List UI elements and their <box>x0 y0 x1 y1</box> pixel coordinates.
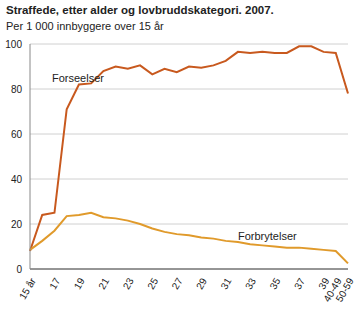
html-text:Straffede, etter alder og lovb: Straffede, etter alder og lovbruddskateg… <box>6 4 274 16</box>
svg-text:40: 40 <box>11 174 23 185</box>
html-text:Forbrytelser: Forbrytelser <box>238 230 297 242</box>
svg-text:80: 80 <box>11 84 23 95</box>
svg-text:50-59: 50-59 <box>334 276 354 304</box>
svg-text:21: 21 <box>96 276 111 292</box>
svg-text:17: 17 <box>47 276 62 292</box>
svg-text:37: 37 <box>292 276 307 292</box>
html-text:Forseelser: Forseelser <box>52 72 104 84</box>
svg-text:23: 23 <box>121 276 136 292</box>
svg-text:29: 29 <box>194 276 209 292</box>
svg-text:19: 19 <box>72 276 87 292</box>
svg-text:27: 27 <box>170 276 185 292</box>
svg-text:20: 20 <box>11 219 23 230</box>
svg-text:39: 39 <box>316 276 332 292</box>
svg-text:25: 25 <box>145 276 160 292</box>
svg-text:31: 31 <box>218 276 233 292</box>
svg-text:40-49: 40-49 <box>321 276 344 304</box>
svg-text:35: 35 <box>267 276 282 292</box>
svg-text:100: 100 <box>8 39 22 50</box>
html-text:Per 1 000 innbyggere over 15 å: Per 1 000 innbyggere over 15 år <box>6 20 164 32</box>
svg-text:0: 0 <box>16 264 22 275</box>
svg-text:33: 33 <box>243 276 258 292</box>
svg-text:60: 60 <box>11 129 23 140</box>
svg-text:15 år: 15 år <box>17 275 38 301</box>
